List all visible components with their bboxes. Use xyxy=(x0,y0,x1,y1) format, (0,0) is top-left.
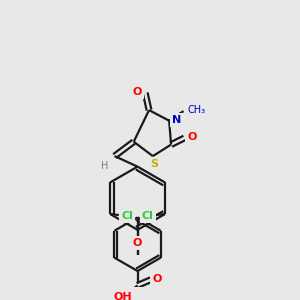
Text: N: N xyxy=(172,115,182,125)
Text: Cl: Cl xyxy=(122,211,134,221)
Text: O: O xyxy=(133,87,142,97)
Text: H: H xyxy=(101,161,109,171)
Text: O: O xyxy=(188,132,197,142)
Text: OH: OH xyxy=(114,292,133,300)
Text: O: O xyxy=(133,238,142,248)
Text: O: O xyxy=(152,274,161,284)
Text: CH₃: CH₃ xyxy=(188,105,206,115)
Text: Cl: Cl xyxy=(142,211,154,221)
Text: S: S xyxy=(150,159,158,169)
